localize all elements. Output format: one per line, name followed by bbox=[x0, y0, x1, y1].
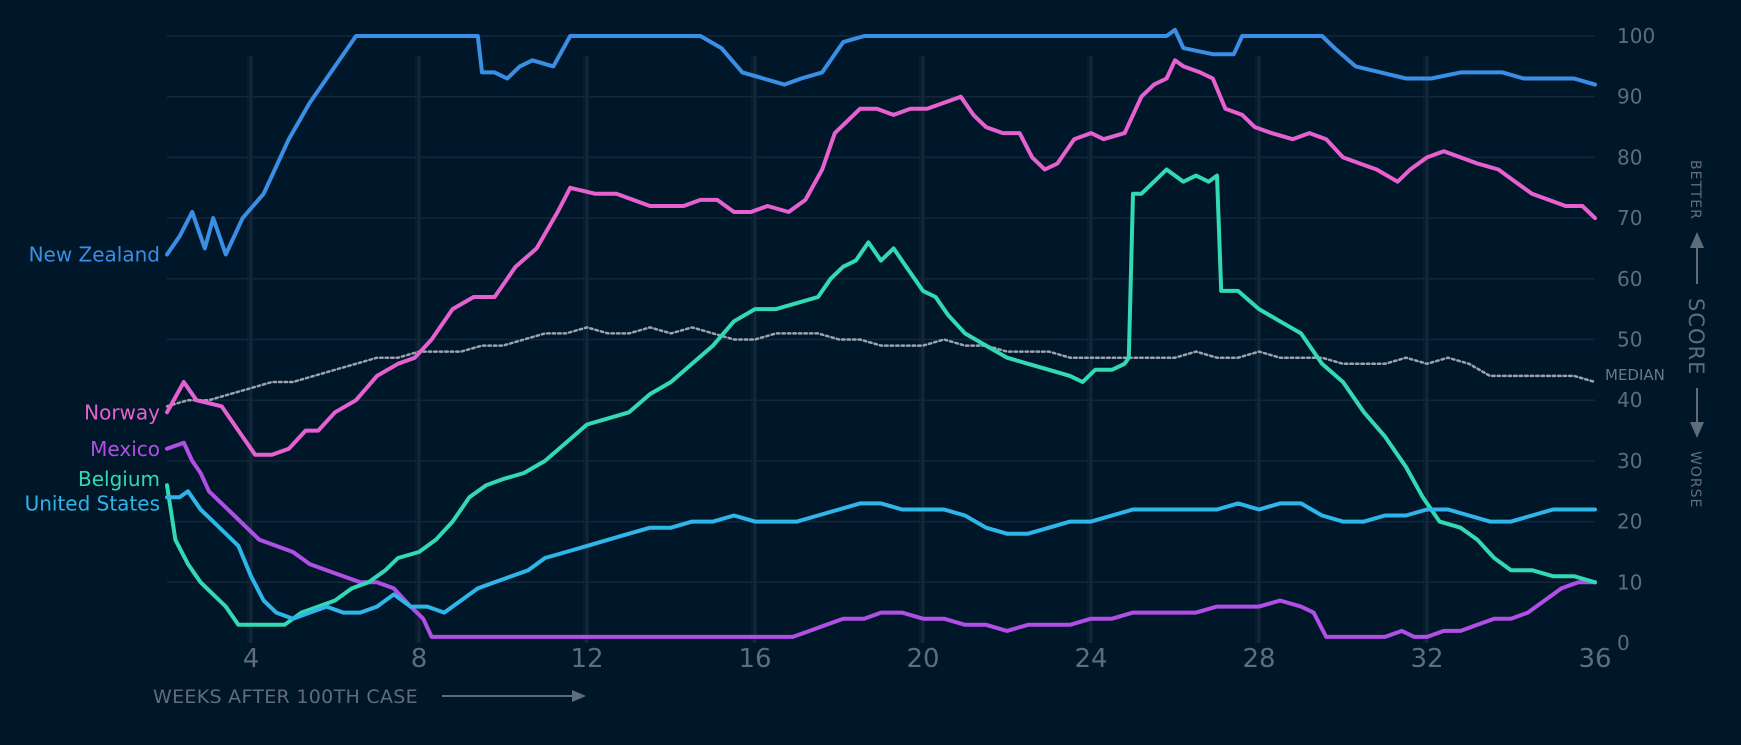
y-tick-label: 20 bbox=[1617, 510, 1642, 534]
y-tick-label: 50 bbox=[1617, 328, 1642, 352]
y-tick-label: 30 bbox=[1617, 449, 1642, 473]
y-tick-label: 10 bbox=[1617, 570, 1642, 594]
y-tick-label: 0 bbox=[1617, 631, 1630, 655]
series-line-united-states bbox=[165, 489, 1597, 621]
x-tick-label: 24 bbox=[1074, 644, 1107, 674]
x-axis-title: WEEKS AFTER 100TH CASE bbox=[153, 686, 418, 708]
x-axis-arrow-head bbox=[572, 690, 586, 702]
series-label-new-zealand: New Zealand bbox=[29, 243, 160, 267]
y-axis-title: SCORE bbox=[1684, 298, 1708, 375]
series-label-norway: Norway bbox=[84, 400, 160, 424]
y-tick-label: 80 bbox=[1617, 145, 1642, 169]
y-axis-ticks: 0 10 20 30 40 50 60 70 80 90 100 bbox=[1617, 24, 1655, 655]
worse-arrow-icon bbox=[1690, 422, 1704, 438]
worse-label: WORSE bbox=[1687, 451, 1703, 508]
x-tick-label: 36 bbox=[1578, 644, 1611, 674]
x-tick-label: 8 bbox=[411, 644, 428, 674]
x-tick-label: 12 bbox=[570, 644, 603, 674]
series-lines bbox=[165, 27, 1597, 639]
median-series bbox=[165, 326, 1597, 408]
x-tick-label: 20 bbox=[906, 644, 939, 674]
series-label-mexico: Mexico bbox=[90, 437, 160, 461]
x-tick-label: 28 bbox=[1242, 644, 1275, 674]
series-label-belgium: Belgium bbox=[78, 467, 160, 491]
y-tick-label: 40 bbox=[1617, 388, 1642, 412]
y-tick-label: 70 bbox=[1617, 206, 1642, 230]
x-tick-label: 4 bbox=[243, 644, 260, 674]
grid bbox=[167, 35, 1595, 643]
y-tick-label: 60 bbox=[1617, 267, 1642, 291]
better-label: BETTER bbox=[1687, 160, 1703, 220]
series-line-belgium bbox=[165, 167, 1597, 627]
series-line-new-zealand bbox=[165, 27, 1597, 257]
series-line-mexico bbox=[165, 440, 1597, 639]
x-tick-label: 32 bbox=[1410, 644, 1443, 674]
series-line-median bbox=[165, 326, 1597, 408]
y-tick-label: 90 bbox=[1617, 85, 1642, 109]
x-tick-label: 16 bbox=[738, 644, 771, 674]
better-arrow-icon bbox=[1690, 232, 1704, 248]
series-label-median: MEDIAN bbox=[1605, 366, 1665, 384]
series-label-united-states: United States bbox=[25, 491, 160, 515]
y-tick-label: 100 bbox=[1617, 24, 1655, 48]
x-axis-ticks: 4 8 12 16 20 24 28 32 36 bbox=[243, 644, 1612, 674]
series-line-norway bbox=[165, 58, 1597, 457]
